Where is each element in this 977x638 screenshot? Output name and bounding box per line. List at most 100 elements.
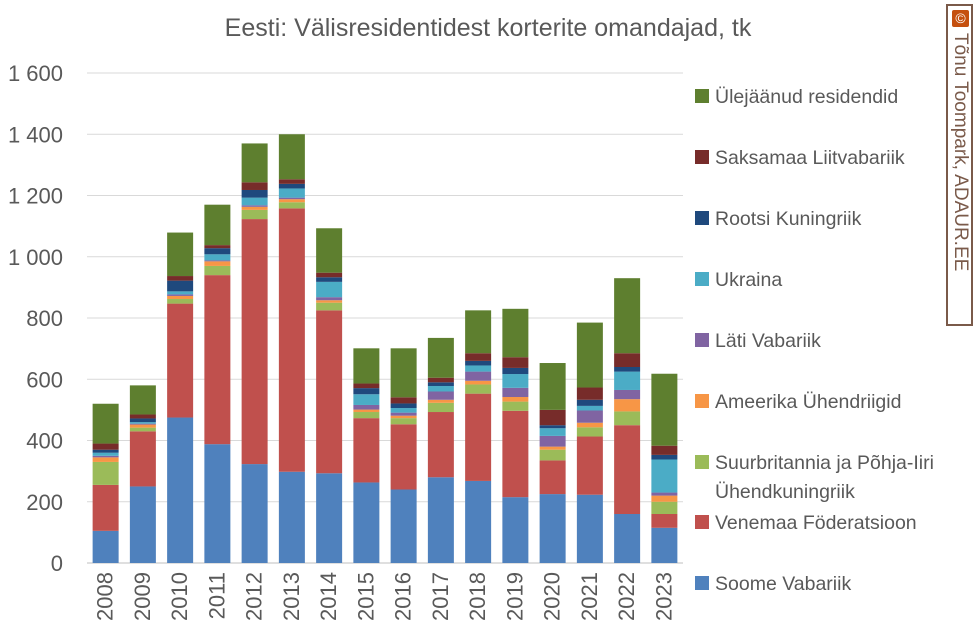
- bar-segment: [129, 422, 156, 424]
- bar-segment: [241, 205, 268, 207]
- bar-segment: [129, 423, 156, 425]
- bar-segment: [427, 399, 454, 403]
- x-tick-label: 2014: [316, 572, 341, 621]
- y-tick-label: 1 400: [8, 122, 63, 147]
- bar-segment: [539, 449, 566, 461]
- x-tick-label: 2009: [130, 572, 155, 621]
- bar-segment: [576, 427, 603, 437]
- bar-segment: [204, 444, 231, 563]
- y-tick-label: 1 000: [8, 245, 63, 270]
- bar-segment: [129, 385, 156, 415]
- bar-segment: [502, 401, 529, 411]
- bar-segment: [539, 363, 566, 410]
- bar-segment: [204, 261, 231, 266]
- y-tick-label: 0: [51, 551, 63, 576]
- bar-segment: [92, 452, 119, 456]
- bar-segment: [502, 357, 529, 368]
- bar-segment: [651, 495, 678, 502]
- y-tick-label: 400: [26, 429, 63, 454]
- bar-segment: [92, 455, 119, 458]
- bar-segment: [651, 454, 678, 460]
- legend-swatch: [695, 576, 709, 590]
- y-tick-label: 1 200: [8, 184, 63, 209]
- bar-segment: [576, 405, 603, 411]
- bar-segment: [390, 489, 417, 563]
- bar-segment: [316, 277, 343, 282]
- bar-segment: [316, 310, 343, 474]
- bar-segment: [576, 494, 603, 563]
- bar-segment: [651, 527, 678, 563]
- bar-segment: [465, 365, 492, 372]
- bar-segment: [129, 418, 156, 423]
- bar-segment: [204, 254, 231, 261]
- legend: Ülejäänud residendid Saksamaa Liitvabarii…: [695, 86, 934, 595]
- bar-segment: [614, 411, 641, 426]
- bar-segment: [539, 425, 566, 429]
- bar-segment: [390, 397, 417, 404]
- legend-label: Rootsi Kuningriik: [715, 208, 862, 230]
- bar-segment: [465, 384, 492, 394]
- bar-segment: [241, 206, 268, 210]
- bar-segment: [539, 409, 566, 426]
- bar-segment: [576, 436, 603, 495]
- bar-segment: [353, 409, 380, 413]
- bar-segment: [614, 514, 641, 563]
- bar-segment: [465, 371, 492, 381]
- copyright-icon: ©: [952, 10, 969, 27]
- bar-segment: [92, 403, 119, 444]
- bar-segment: [92, 484, 119, 531]
- credit-label: © Tõnu Toompark, ADAUR.EE: [949, 6, 972, 328]
- bar-segment: [167, 294, 194, 296]
- bar-segment: [241, 143, 268, 183]
- legend-swatch: [695, 89, 709, 103]
- bar-segment: [92, 457, 119, 462]
- bar-segment: [576, 422, 603, 428]
- bar-segment: [465, 480, 492, 563]
- x-tick-label: 2022: [614, 572, 639, 621]
- legend-swatch: [695, 394, 709, 408]
- bar-segment: [167, 417, 194, 563]
- bar-segment: [316, 302, 343, 311]
- bar-segment: [241, 219, 268, 465]
- bar-segment: [353, 482, 380, 563]
- bar-segment: [614, 353, 641, 367]
- bar-segment: [576, 410, 603, 423]
- bar-segment: [241, 464, 268, 563]
- y-axis-tick-labels: 0 200 400 600 800 1 000 1 200 1 400 1 600: [8, 61, 63, 576]
- bar-segment: [316, 281, 343, 298]
- bar-segment: [278, 471, 305, 563]
- bar-segment: [465, 353, 492, 361]
- y-tick-label: 800: [26, 306, 63, 331]
- bar-segment: [502, 308, 529, 358]
- bar-segment: [353, 348, 380, 384]
- x-axis-tick-labels: 2008 2009 2010 2011 2012 2013 2014 2015 2016 2017…: [93, 572, 677, 621]
- bar-segment: [278, 208, 305, 472]
- bar-segment: [353, 412, 380, 419]
- x-tick-label: 2010: [167, 572, 192, 621]
- bar-segment: [278, 179, 305, 184]
- bar-segment: [614, 278, 641, 354]
- bar-segment: [390, 424, 417, 490]
- bar-segment: [465, 310, 492, 354]
- bar-segment: [427, 377, 454, 383]
- bar-segment: [167, 303, 194, 418]
- x-tick-label: 2021: [577, 572, 602, 621]
- bar-segment: [353, 388, 380, 395]
- bar-segment: [92, 449, 119, 453]
- x-tick-label: 2017: [428, 572, 453, 621]
- legend-label: Ülejäänud residendid: [715, 86, 898, 108]
- bar-segment: [204, 248, 231, 255]
- bar-segment: [502, 397, 529, 402]
- bar-segment: [167, 276, 194, 281]
- bar-segment: [427, 337, 454, 378]
- x-tick-label: 2011: [204, 572, 229, 619]
- bar-segment: [465, 360, 492, 366]
- x-tick-label: 2015: [353, 572, 378, 621]
- bar-segment: [427, 477, 454, 563]
- x-tick-label: 2020: [540, 572, 565, 621]
- bar-segment: [539, 494, 566, 563]
- x-tick-label: 2018: [465, 572, 490, 621]
- bar-segment: [390, 415, 417, 419]
- bar-segment: [129, 486, 156, 563]
